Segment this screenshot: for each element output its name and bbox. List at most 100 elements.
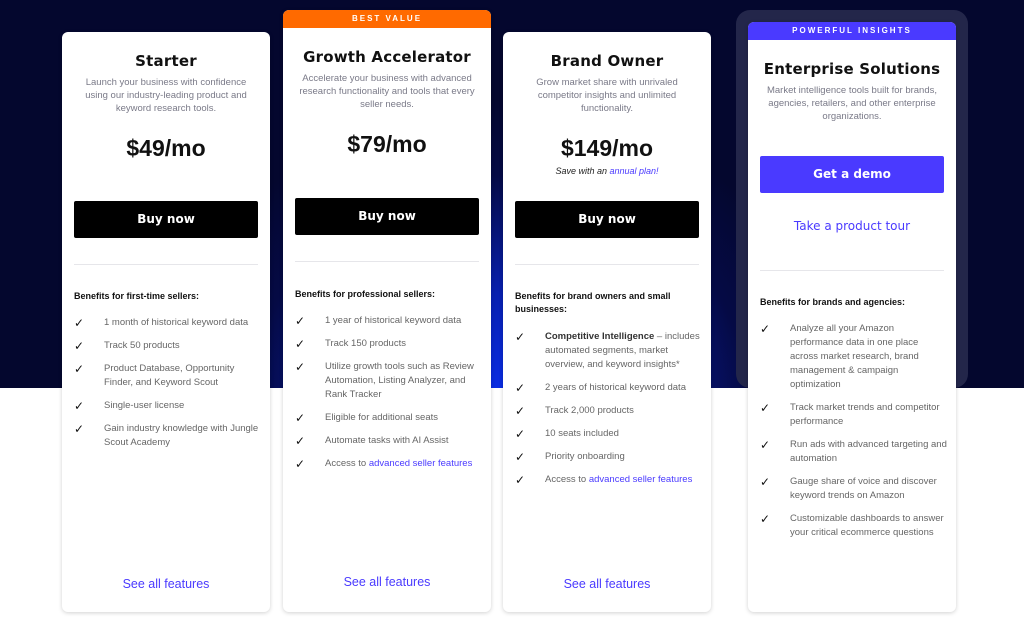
check-icon: ✓ <box>760 512 771 526</box>
benefit-item: ✓ Track 50 products <box>74 339 262 353</box>
benefit-body: Run ads with advanced targeting and auto… <box>790 439 947 464</box>
benefit-item: ✓ 10 seats included <box>515 427 703 441</box>
plan-badge: POWERFUL INSIGHTS <box>748 22 956 40</box>
benefit-item: ✓ Product Database, Opportunity Finder, a… <box>74 362 262 390</box>
plan-card-3: POWERFUL INSIGHTS Enterprise Solutions Mar… <box>748 22 956 612</box>
advanced-features-link[interactable]: advanced seller features <box>588 474 693 485</box>
plan-name: Growth Accelerator <box>303 48 471 66</box>
divider <box>295 261 479 262</box>
benefit-item: ✓ Gauge share of voice and discover keywo… <box>760 475 948 503</box>
benefit-text: Single-user license <box>104 399 184 413</box>
plan-description: Launch your business with confidence usi… <box>85 77 247 114</box>
plan-price: $149/mo <box>560 135 654 161</box>
benefit-body: Product Database, Opportunity Finder, an… <box>104 363 235 388</box>
benefit-body: Automate tasks with AI Assist <box>325 435 449 446</box>
check-icon: ✓ <box>295 434 306 448</box>
benefit-item: ✓ 1 month of historical keyword data <box>74 316 262 330</box>
benefit-text: Gauge share of voice and discover keywor… <box>790 475 948 503</box>
plan-name: Starter <box>135 52 197 70</box>
benefit-text: Analyze all your Amazon performance data… <box>790 322 948 392</box>
benefit-body: Utilize growth tools such as Review Auto… <box>325 361 474 400</box>
check-icon: ✓ <box>295 457 306 471</box>
benefit-text: Access to advanced seller features <box>325 457 472 471</box>
check-icon: ✓ <box>515 404 526 418</box>
check-icon: ✓ <box>74 422 85 436</box>
check-icon: ✓ <box>515 381 526 395</box>
check-icon: ✓ <box>74 362 85 376</box>
benefits-list: ✓ 1 year of historical keyword data ✓ Track… <box>295 314 483 480</box>
benefit-body: Single-user license <box>104 400 185 411</box>
plan-card-2: Brand Owner Grow market share with unriva… <box>503 32 711 612</box>
check-icon: ✓ <box>515 427 526 441</box>
benefit-item: ✓ Automate tasks with AI Assist <box>295 434 483 448</box>
benefits-list: ✓ Analyze all your Amazon performance dat… <box>760 322 948 549</box>
benefit-item: ✓ 1 year of historical keyword data <box>295 314 483 328</box>
benefit-item: ✓ Customizable dashboards to answer your … <box>760 512 948 540</box>
benefit-body: Track 2,000 products <box>545 405 634 416</box>
benefit-body: Access to <box>545 474 589 485</box>
benefit-body: 10 seats included <box>545 428 619 439</box>
annual-plan-link[interactable]: annual plan! <box>609 166 659 176</box>
benefit-text: Customizable dashboards to answer your c… <box>790 512 948 540</box>
product-tour-link[interactable]: Take a product tour <box>793 219 911 233</box>
plan-card-1: BEST VALUE Growth Accelerator Accelerate y… <box>283 10 491 612</box>
check-icon: ✓ <box>295 314 306 328</box>
plan-card-0: Starter Launch your business with confide… <box>62 32 270 612</box>
benefits-title: Benefits for first-time sellers: <box>74 291 200 301</box>
benefits-list: ✓ Competitive Intelligence – includes aut… <box>515 330 703 496</box>
benefit-text: Track 50 products <box>104 339 180 353</box>
benefit-text: Track market trends and competitor perfo… <box>790 401 948 429</box>
save-text: Save with an <box>555 166 610 176</box>
benefit-text: Product Database, Opportunity Finder, an… <box>104 362 262 390</box>
check-icon: ✓ <box>74 339 85 353</box>
check-icon: ✓ <box>295 360 306 374</box>
check-icon: ✓ <box>74 399 85 413</box>
divider <box>760 270 944 271</box>
benefit-text: Run ads with advanced targeting and auto… <box>790 438 948 466</box>
benefit-body: Gain industry knowledge with Jungle Scou… <box>104 423 259 448</box>
benefit-bold: Competitive Intelligence <box>545 331 655 342</box>
plan-description: Grow market share with unrivaled competi… <box>536 77 678 114</box>
see-all-features-link[interactable]: See all features <box>122 577 210 591</box>
benefit-item: ✓ Single-user license <box>74 399 262 413</box>
benefit-item: ✓ 2 years of historical keyword data <box>515 381 703 395</box>
benefits-title: Benefits for brands and agencies: <box>760 297 906 307</box>
benefit-text: 1 month of historical keyword data <box>104 316 248 330</box>
plan-price: $49/mo <box>126 135 206 161</box>
check-icon: ✓ <box>515 473 526 487</box>
benefit-text: 10 seats included <box>545 427 619 441</box>
benefit-text: Access to advanced seller features <box>545 473 692 487</box>
benefit-body: Priority onboarding <box>545 451 625 462</box>
plan-badge: BEST VALUE <box>283 10 491 28</box>
check-icon: ✓ <box>74 316 85 330</box>
benefit-item: ✓ Utilize growth tools such as Review Aut… <box>295 360 483 402</box>
benefit-body: Track 150 products <box>325 338 406 349</box>
benefit-item: ✓ Gain industry knowledge with Jungle Sco… <box>74 422 262 450</box>
buy-now-button[interactable]: Buy now <box>295 198 479 235</box>
annual-plan-note: Save with an annual plan! <box>515 166 699 176</box>
benefit-text: Automate tasks with AI Assist <box>325 434 449 448</box>
check-icon: ✓ <box>760 475 771 489</box>
benefit-item: ✓ Priority onboarding <box>515 450 703 464</box>
check-icon: ✓ <box>760 322 771 336</box>
advanced-features-link[interactable]: advanced seller features <box>368 458 473 469</box>
see-all-features-link[interactable]: See all features <box>343 575 431 589</box>
plan-name: Enterprise Solutions <box>763 60 941 78</box>
buy-now-button[interactable]: Buy now <box>74 201 258 238</box>
plan-name: Brand Owner <box>550 52 664 70</box>
benefit-body: – includes automated segments, market ov… <box>545 331 700 370</box>
benefit-body: 1 month of historical keyword data <box>104 317 249 328</box>
get-demo-button[interactable]: Get a demo <box>760 156 944 193</box>
divider <box>74 264 258 265</box>
see-all-features-link[interactable]: See all features <box>563 577 651 591</box>
benefit-text: Eligible for additional seats <box>325 411 438 425</box>
benefit-text: Competitive Intelligence – includes auto… <box>545 330 703 372</box>
benefit-text: Priority onboarding <box>545 450 625 464</box>
benefit-body: Analyze all your Amazon performance data… <box>790 323 919 390</box>
benefit-text: Utilize growth tools such as Review Auto… <box>325 360 483 402</box>
benefit-text: 2 years of historical keyword data <box>545 381 686 395</box>
benefit-item: ✓ Eligible for additional seats <box>295 411 483 425</box>
buy-now-button[interactable]: Buy now <box>515 201 699 238</box>
benefits-list: ✓ 1 month of historical keyword data ✓ Trac… <box>74 316 262 459</box>
plan-price: $79/mo <box>347 131 427 157</box>
